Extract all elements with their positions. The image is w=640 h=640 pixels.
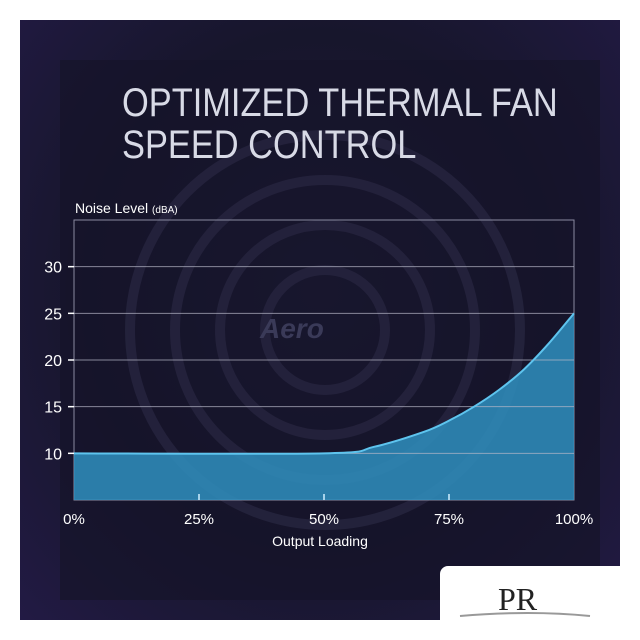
page-title: OPTIMIZED THERMAL FAN SPEED CONTROL: [122, 82, 558, 166]
title-line: OPTIMIZED THERMAL FAN: [122, 81, 558, 125]
y-tick-label: 30: [44, 260, 62, 277]
x-tick-label: 75%: [434, 511, 464, 528]
y-tick-label: 10: [44, 446, 62, 463]
x-tick-label: 100%: [555, 511, 593, 528]
x-tick-label: 0%: [63, 511, 85, 528]
x-tick-label: 25%: [184, 511, 214, 528]
watermark-text: Aero: [259, 313, 324, 344]
y-axis-unit: (dBA): [152, 205, 178, 216]
logo-letters: PR: [498, 581, 538, 617]
y-axis-label-text: Noise Level: [75, 200, 148, 216]
y-axis-label: Noise Level (dBA): [75, 200, 178, 216]
background: Aero: [20, 20, 620, 620]
title-line: SPEED CONTROL: [122, 123, 417, 167]
y-tick-label: 20: [44, 353, 62, 370]
pr-logo: PR: [459, 581, 591, 617]
logo-box: PR: [440, 566, 620, 620]
series-line: [73, 312, 575, 455]
x-axis-label: Output Loading: [272, 533, 368, 549]
y-tick-label: 25: [44, 306, 62, 323]
y-tick-label: 15: [44, 400, 62, 417]
x-tick-label: 50%: [309, 511, 339, 528]
